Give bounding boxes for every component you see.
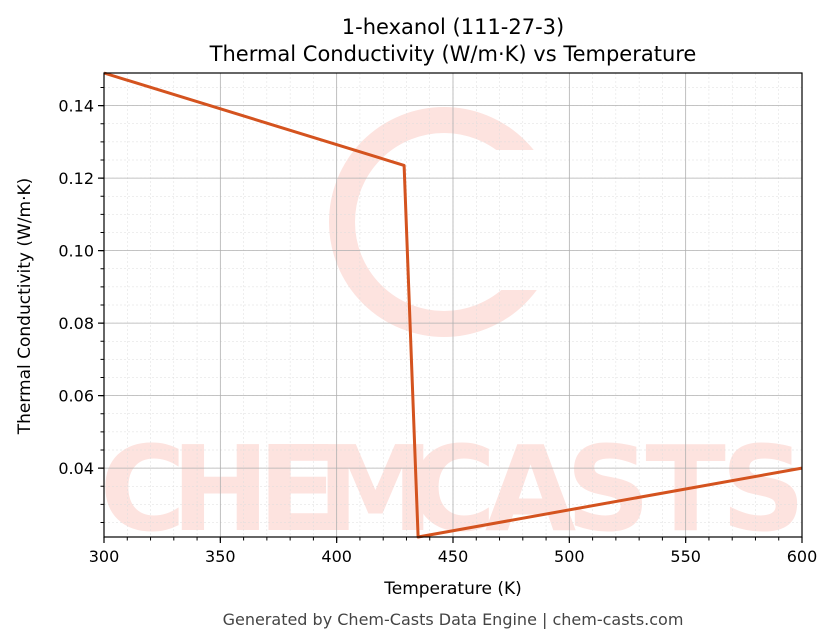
chart-subtitle: Thermal Conductivity (W/m·K) vs Temperat… bbox=[209, 42, 697, 66]
chart-title: 1-hexanol (111-27-3) bbox=[342, 15, 564, 39]
x-tick-label: 350 bbox=[205, 547, 236, 566]
y-tick-label: 0.12 bbox=[58, 169, 94, 188]
y-tick-label: 0.08 bbox=[58, 314, 94, 333]
x-tick-label: 500 bbox=[554, 547, 585, 566]
watermark-letter: E bbox=[258, 420, 339, 558]
footer-credit: Generated by Chem-Casts Data Engine | ch… bbox=[223, 610, 684, 629]
watermark-letter: S bbox=[721, 420, 806, 558]
watermark-logo-gap bbox=[492, 150, 572, 290]
series-layer bbox=[103, 71, 803, 539]
x-tick-label: 300 bbox=[89, 547, 120, 566]
x-axis-label: Temperature (K) bbox=[383, 579, 522, 599]
x-tick-label: 550 bbox=[670, 547, 701, 566]
y-axis-label: Thermal Conductivity (W/m·K) bbox=[15, 178, 35, 436]
y-tick-label: 0.10 bbox=[58, 242, 94, 261]
watermark-letter: S bbox=[566, 420, 651, 558]
ticks: 300 350 400 450 500 550 600 0.04 0.06 0.08 0.10 0.1… bbox=[58, 87, 818, 566]
y-tick-label: 0.06 bbox=[58, 387, 94, 406]
y-tick-label: 0.14 bbox=[58, 97, 94, 116]
y-tick-label: 0.04 bbox=[58, 459, 94, 478]
watermark-letter: A bbox=[485, 420, 576, 558]
x-tick-label: 600 bbox=[787, 547, 818, 566]
series-line bbox=[103, 71, 803, 539]
x-tick-label: 450 bbox=[438, 547, 469, 566]
x-tick-label: 400 bbox=[321, 547, 352, 566]
watermark-letter: C bbox=[99, 420, 186, 558]
